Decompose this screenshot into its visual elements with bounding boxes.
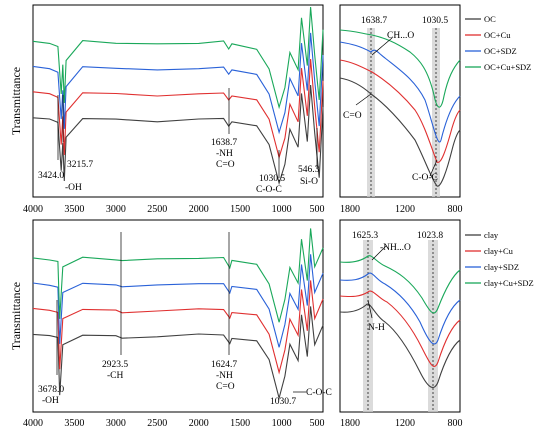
annotation: 1023.8: [417, 231, 443, 241]
annotation: -OH: [42, 396, 59, 406]
annotation: -NH...O: [380, 243, 411, 253]
series-line-clay: [32, 306, 324, 401]
top-right-frame: [339, 4, 461, 198]
series-line-OC+SDZ: [339, 41, 461, 143]
series-line-OC+Cu+SDZ: [32, 6, 324, 110]
series-line-clay+Cu+SDZ: [339, 255, 461, 314]
annotation: 1624.7: [211, 360, 237, 370]
series-line-OC+Cu+SDZ: [339, 29, 461, 108]
legend-label: clay: [484, 230, 499, 240]
arrow-line: [429, 159, 438, 177]
top-left-frame: [32, 4, 324, 198]
annotation: C=O: [343, 111, 362, 121]
legend-label: clay+Cu+SDZ: [484, 278, 534, 288]
tick-label: 1000: [272, 418, 292, 429]
annotation: C-O-C: [256, 185, 282, 195]
series-line-clay+Cu+SDZ: [32, 228, 324, 323]
annotation: 1030.7: [270, 397, 296, 407]
tick-label: 1200: [395, 204, 415, 215]
legend-label: OC+Cu: [484, 30, 511, 40]
annotation: CH...O: [387, 31, 414, 41]
arrow-line: [371, 37, 393, 56]
top-left-ylabel: Transmittance: [9, 67, 23, 135]
tick-label: 4000: [23, 204, 43, 215]
legend-label: OC+Cu+SDZ: [484, 62, 531, 72]
bottom-right-frame: [339, 219, 461, 413]
tick-label: 2500: [147, 204, 167, 215]
tick-label: 2500: [147, 418, 167, 429]
tick-label: 500: [310, 204, 325, 215]
legend-label: clay+SDZ: [484, 262, 519, 272]
annotation: 1030.5: [422, 16, 448, 26]
annotation: 3215.7: [67, 160, 93, 170]
series-line-clay+SDZ: [339, 272, 461, 345]
tick-label: 2000: [189, 204, 209, 215]
bottom-left-series: [32, 228, 324, 401]
top-left-annotations: 3424.0 3215.7 -OH 1638.7 -NH C=O 1030.5 …: [38, 88, 320, 195]
annotation: C=O: [216, 382, 235, 392]
arrow-line: [367, 299, 373, 319]
bottom-left-frame: [32, 219, 324, 413]
annotation: -CH: [107, 371, 124, 381]
top-left-xticks: 4000 3500 3000 2500 2000 1500 1000 500: [23, 204, 325, 215]
series-line-clay+Cu: [32, 280, 324, 375]
legend-label: OC+SDZ: [484, 46, 517, 56]
bottom-left-ylabel: Transmittance: [9, 282, 23, 350]
tick-label: 3000: [106, 418, 126, 429]
tick-label: 800: [448, 418, 463, 429]
tick-label: 1500: [230, 204, 250, 215]
annotation: -NH: [216, 371, 233, 381]
tick-label: 3500: [64, 204, 84, 215]
annotation: C-O-C: [306, 388, 332, 398]
legend-label: clay+Cu: [484, 246, 514, 256]
bottom-left-annotations: 3678.0 -OH 2923.5 -CH 1624.7 -NH C=O 103…: [38, 232, 332, 407]
bottom-right-legend: clay clay+Cu clay+SDZ clay+Cu+SDZ: [465, 230, 534, 288]
arrow-line: [371, 245, 387, 261]
tick-label: 3000: [106, 204, 126, 215]
annotation: 3678.0: [38, 385, 64, 395]
tick-label: 1500: [230, 418, 250, 429]
series-line-clay: [339, 303, 461, 388]
annotation: 1638.7: [361, 16, 387, 26]
arrow-line: [355, 93, 372, 106]
annotation: 1625.3: [352, 231, 378, 241]
top-right-plot: 1638.7 1030.5 CH...O C=O C-O-C: [339, 16, 461, 197]
bottom-left-xticks: 4000 3500 3000 2500 2000 1500 1000 500: [23, 418, 325, 429]
annotation: 1030.5: [259, 174, 285, 184]
series-line-clay+Cu: [339, 290, 461, 367]
tick-label: 1000: [272, 204, 292, 215]
tick-label: 1800: [340, 418, 360, 429]
top-left-series: [32, 6, 324, 186]
annotation: 2923.5: [102, 360, 128, 370]
annotation: C-O-C: [412, 173, 438, 183]
top-right-legend: OC OC+Cu OC+SDZ OC+Cu+SDZ: [465, 14, 531, 72]
annotation: 546.3: [298, 165, 320, 175]
annotation: -OH: [65, 183, 82, 193]
series-line-OC: [339, 77, 461, 187]
tick-label: 500: [310, 418, 325, 429]
tick-label: 2000: [189, 418, 209, 429]
annotation: 1638.7: [211, 138, 237, 148]
tick-label: 3500: [64, 418, 84, 429]
series-line-OC+Cu: [339, 59, 461, 163]
series-line-OC: [32, 84, 324, 186]
annotation: C=O: [216, 160, 235, 170]
series-line-clay+SDZ: [32, 254, 324, 348]
tick-label: 1200: [395, 418, 415, 429]
annotation: Si-O: [300, 177, 318, 187]
tick-label: 1800: [340, 204, 360, 215]
tick-label: 800: [448, 204, 463, 215]
tick-label: 4000: [23, 418, 43, 429]
bottom-right-plot: 1625.3 1023.8 -NH...O N-H: [339, 231, 461, 412]
annotation: -NH: [216, 149, 233, 159]
legend-label: OC: [484, 14, 496, 24]
annotation: 3424.0: [38, 171, 64, 181]
annotation: N-H: [368, 323, 385, 333]
